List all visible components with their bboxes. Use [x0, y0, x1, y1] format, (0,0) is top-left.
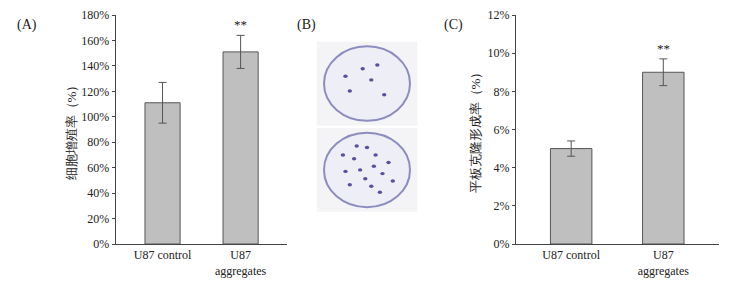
svg-text:U87 control: U87 control: [134, 248, 192, 262]
svg-text:2%: 2%: [494, 199, 510, 213]
svg-text:180%: 180%: [81, 8, 109, 22]
svg-text:(C): (C): [444, 17, 463, 33]
svg-text:U87aggregates: U87aggregates: [638, 248, 690, 278]
svg-text:(B): (B): [297, 17, 316, 33]
svg-text:**: **: [234, 17, 247, 32]
svg-text:细胞增殖率（%）: 细胞增殖率（%）: [64, 79, 79, 181]
svg-text:U87 control: U87 control: [542, 248, 600, 262]
svg-text:0%: 0%: [494, 237, 510, 251]
svg-text:80%: 80%: [87, 135, 109, 149]
svg-text:8%: 8%: [494, 85, 510, 99]
svg-text:20%: 20%: [87, 212, 109, 226]
svg-text:**: **: [657, 41, 670, 56]
svg-text:12%: 12%: [488, 8, 510, 22]
svg-text:6%: 6%: [494, 123, 510, 137]
svg-text:140%: 140%: [81, 59, 109, 73]
svg-text:40%: 40%: [87, 186, 109, 200]
svg-text:120%: 120%: [81, 85, 109, 99]
svg-text:4%: 4%: [494, 161, 510, 175]
svg-text:160%: 160%: [81, 34, 109, 48]
svg-text:100%: 100%: [81, 110, 109, 124]
svg-text:平板克隆形成率（%）: 平板克隆形成率（%）: [468, 66, 483, 194]
svg-text:0%: 0%: [93, 237, 109, 251]
svg-text:10%: 10%: [488, 46, 510, 60]
svg-text:U87aggregates: U87aggregates: [215, 248, 267, 278]
svg-text:60%: 60%: [87, 161, 109, 175]
svg-text:(A): (A): [17, 17, 37, 33]
